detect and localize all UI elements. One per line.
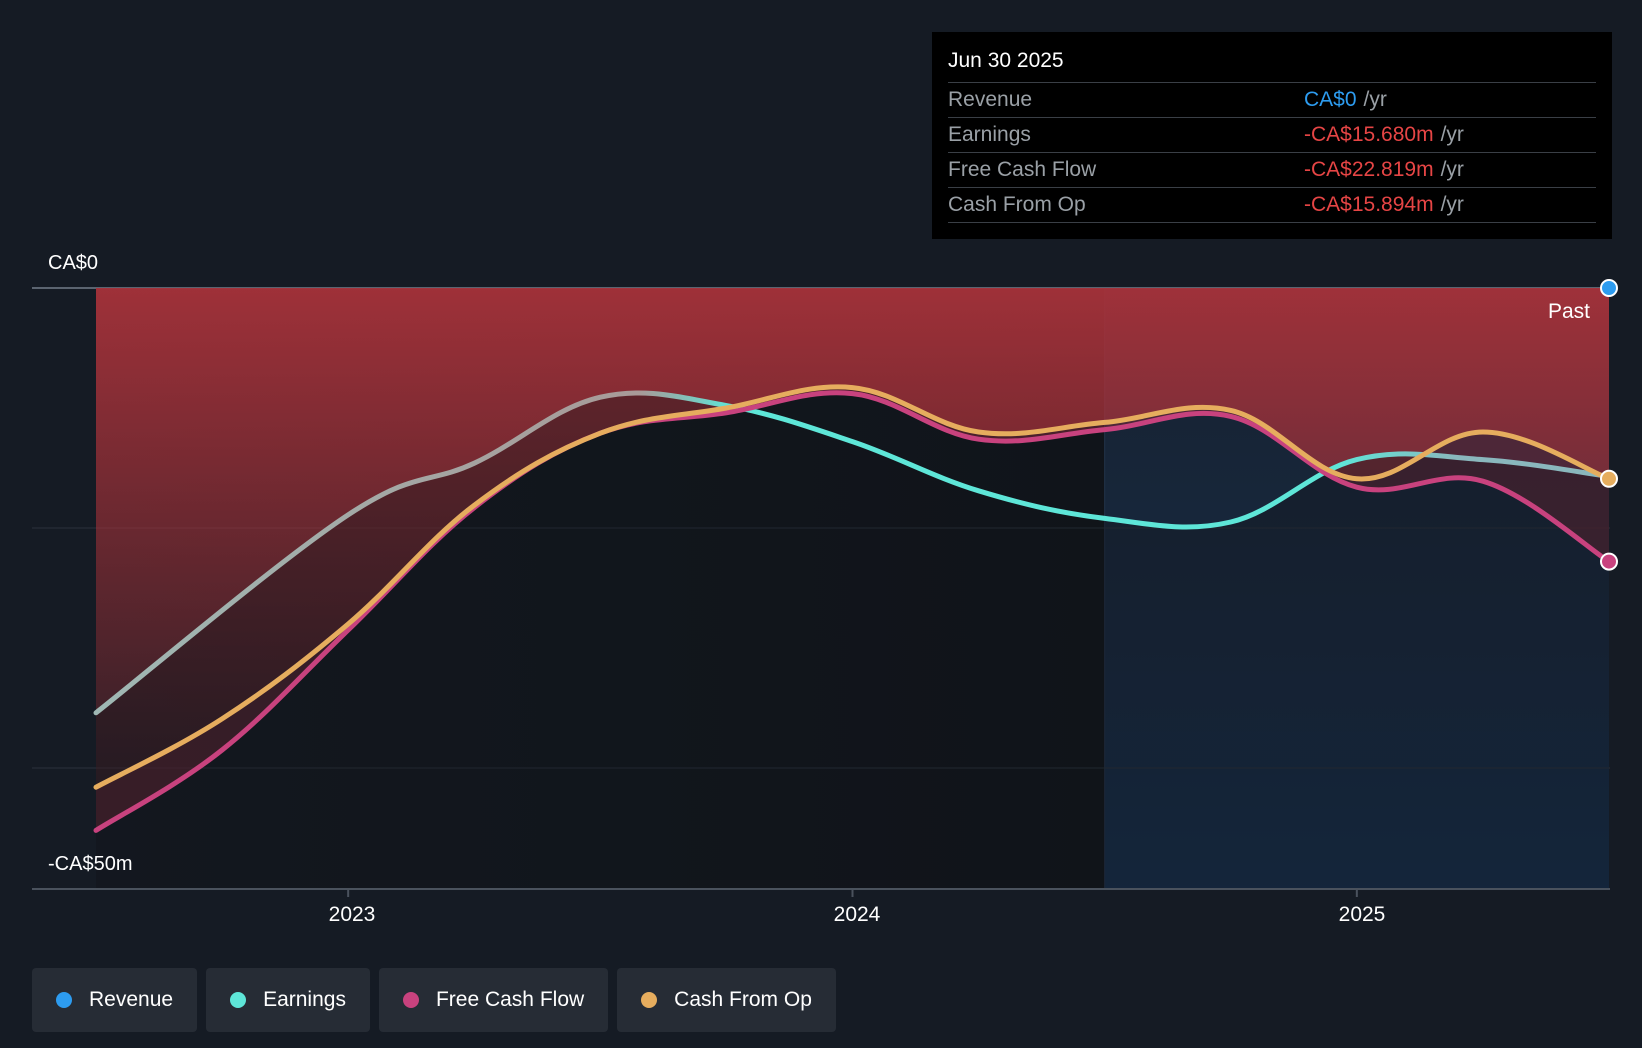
tooltip-row-earnings: Earnings -CA$15.680m /yr	[948, 118, 1596, 153]
tooltip-row-free-cash-flow: Free Cash Flow -CA$22.819m /yr	[948, 153, 1596, 188]
tooltip-value: -CA$15.680m	[1304, 123, 1434, 146]
earnings-area-fill	[96, 392, 1609, 888]
y-axis-bottom-label: -CA$50m	[48, 853, 133, 875]
tooltip-unit: /yr	[1440, 193, 1464, 216]
x-tick-2023: 2023	[328, 903, 376, 926]
past-region-label: Past	[1548, 300, 1591, 323]
series-line-free-cash-flow	[93, 390, 1612, 833]
chart-legend: Revenue Earnings Free Cash Flow Cash Fro…	[32, 968, 836, 1032]
series-areas	[96, 288, 1609, 888]
tooltip-date: Jun 30 2025	[948, 46, 1596, 83]
tooltip-label: Revenue	[948, 88, 1033, 111]
legend-label: Revenue	[89, 988, 174, 1011]
legend-label: Earnings	[263, 988, 346, 1011]
legend-item-revenue[interactable]: Revenue	[32, 968, 198, 1032]
data-tooltip: Jun 30 2025 Revenue CA$0 /yr Earnings -C…	[932, 32, 1612, 239]
y-axis-top-label: CA$0	[48, 252, 99, 274]
legend-item-free-cash-flow[interactable]: Free Cash Flow	[378, 968, 609, 1032]
cash-from-op-dot-icon	[641, 992, 658, 1008]
tooltip-row-revenue: Revenue CA$0 /yr	[948, 83, 1596, 118]
end-marker-cash-from-op	[1600, 469, 1618, 488]
tooltip-unit: /yr	[1440, 123, 1464, 146]
tooltip-value: CA$0	[1304, 88, 1357, 111]
series-line-earnings	[93, 390, 1612, 716]
tooltip-label: Earnings	[948, 123, 1031, 146]
legend-label: Free Cash Flow	[435, 988, 585, 1011]
legend-item-cash-from-op[interactable]: Cash From Op	[617, 968, 836, 1032]
series-line-cash-from-op	[93, 384, 1612, 790]
series-lines	[93, 384, 1612, 833]
end-marker-revenue	[1600, 279, 1618, 297]
x-tick-2025: 2025	[1338, 903, 1386, 926]
tooltip-label: Cash From Op	[948, 193, 1086, 216]
x-axis	[32, 888, 1610, 897]
earnings-dot-icon	[230, 992, 247, 1008]
free-cash-flow-dot-icon	[402, 992, 419, 1008]
tooltip-label: Free Cash Flow	[948, 158, 1097, 181]
tooltip-unit: /yr	[1363, 88, 1387, 111]
legend-label: Cash From Op	[674, 988, 812, 1011]
revenue-dot-icon	[56, 992, 72, 1008]
negative-area-fill	[96, 288, 1609, 788]
tooltip-row-cash-from-op: Cash From Op -CA$15.894m /yr	[948, 188, 1596, 223]
end-marker-free-cash-flow	[1600, 552, 1618, 571]
tooltip-unit: /yr	[1440, 158, 1464, 181]
tooltip-value: -CA$22.819m	[1304, 158, 1434, 181]
x-tick-2024: 2024	[833, 903, 881, 926]
legend-item-earnings[interactable]: Earnings	[206, 968, 370, 1032]
series-end-markers	[1600, 279, 1618, 571]
tooltip-value: -CA$15.894m	[1304, 193, 1434, 216]
